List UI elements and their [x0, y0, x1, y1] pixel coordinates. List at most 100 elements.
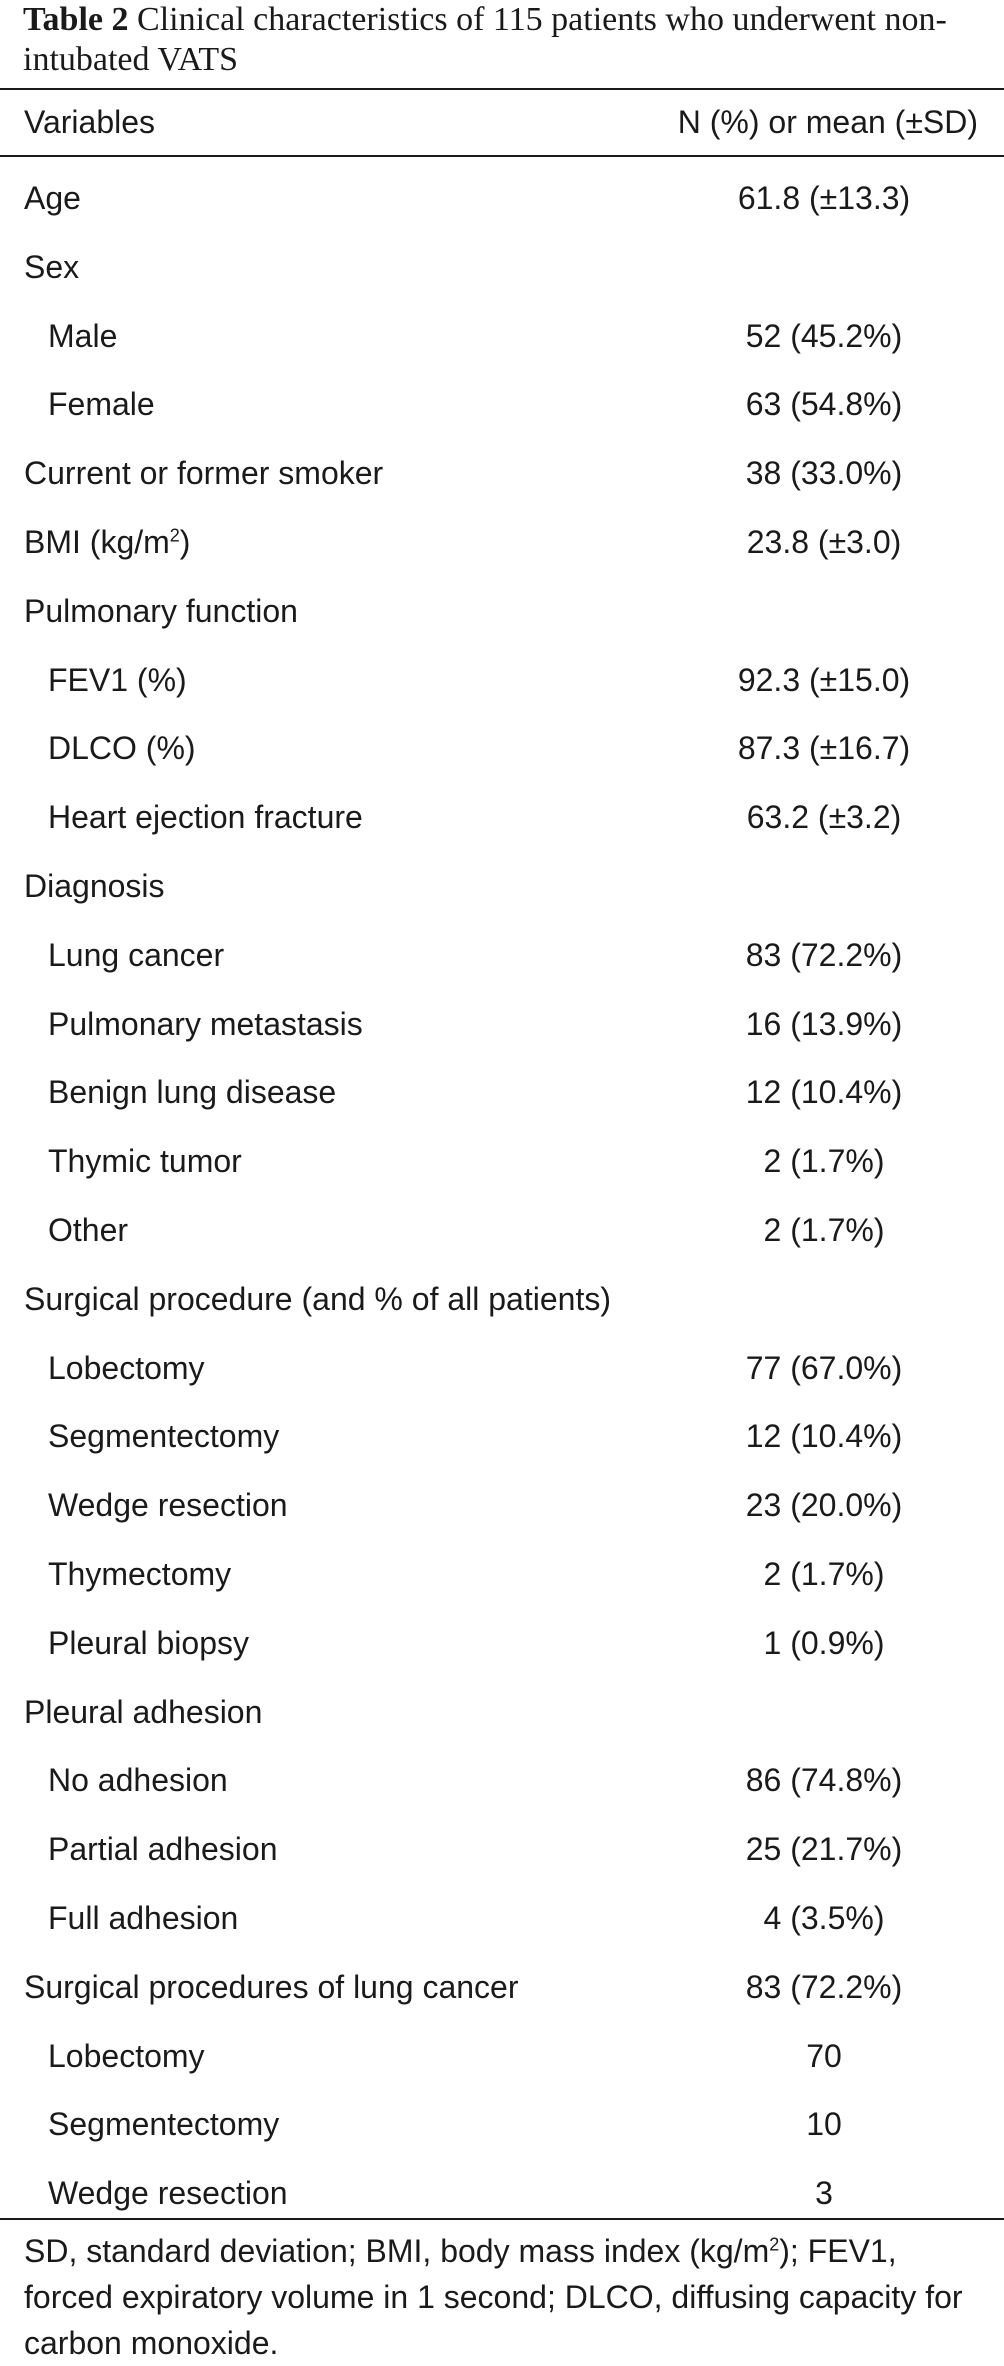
table-row: Thymic tumor 2 (1.7%): [0, 1127, 1004, 1196]
row-label: DLCO (%): [48, 730, 196, 767]
row-value: 92.3 (±15.0): [737, 661, 911, 698]
row-value: 12 (10.4%): [745, 1074, 903, 1111]
footnote-text: SD, standard deviation; BMI, body mass i…: [24, 2233, 770, 2269]
table-row: Heart ejection fracture 63.2 (±3.2): [0, 783, 1004, 852]
row-value: 87.3 (±16.7): [737, 730, 911, 767]
table-row: FEV1 (%) 92.3 (±15.0): [0, 646, 1004, 715]
row-value: 63 (54.8%): [745, 386, 903, 423]
row-value: 23.8 (±3.0): [746, 523, 902, 560]
row-label: Segmentectomy: [48, 2106, 280, 2143]
table-footnote: SD, standard deviation; BMI, body mass i…: [24, 2228, 984, 2366]
footnote-superscript: 2: [769, 2234, 780, 2255]
row-label: Benign lung disease: [48, 1074, 337, 1111]
row-label: Heart ejection fracture: [48, 799, 363, 836]
row-label-superscript: 2: [169, 525, 180, 546]
table-row: Lung cancer 83 (72.2%): [0, 921, 1004, 990]
table-row: Wedge resection 3: [0, 2159, 1004, 2228]
row-label: Pleural biopsy: [48, 1624, 249, 1661]
table-row: Diagnosis: [0, 852, 1004, 921]
row-label: Pulmonary function: [24, 592, 298, 629]
row-value: 63.2 (±3.2): [746, 799, 902, 836]
row-label: Full adhesion: [48, 1899, 239, 1936]
row-label: Age: [24, 180, 81, 216]
row-label: Pleural adhesion: [24, 1693, 263, 1730]
row-value: 2 (1.7%): [763, 1555, 885, 1592]
row-label: Wedge resection: [48, 1487, 288, 1524]
top-rule: [0, 88, 1004, 90]
header-values: N (%) or mean (±SD): [677, 104, 978, 140]
table-number: Table 2: [23, 1, 129, 38]
row-label: Thymic tumor: [48, 1143, 242, 1180]
row-label: Current or former smoker: [24, 455, 384, 492]
table-row: Lobectomy 70: [0, 2022, 1004, 2091]
table-row: Current or former smoker 38 (33.0%): [0, 439, 1004, 508]
row-label: Other: [48, 1211, 129, 1248]
table-row: Male 52 (45.2%): [0, 302, 1004, 371]
table-row: Pleural biopsy 1 (0.9%): [0, 1609, 1004, 1678]
row-label: Diagnosis: [24, 867, 165, 904]
row-label-end: ): [179, 523, 191, 560]
table-row: Pulmonary metastasis 16 (13.9%): [0, 990, 1004, 1059]
row-value: 2 (1.7%): [763, 1211, 885, 1248]
row-value: 23 (20.0%): [745, 1487, 903, 1524]
row-label: Lobectomy: [48, 2037, 205, 2074]
table-row: Full adhesion 4 (3.5%): [0, 1884, 1004, 1953]
table-body: Age 61.8 (±13.3) Sex Male 52 (45.2%) Female 63…: [0, 164, 1004, 2228]
row-label: Lung cancer: [48, 936, 225, 973]
table-row: Segmentectomy 12 (10.4%): [0, 1402, 1004, 1471]
table-title: Clinical characteristics of 115 patients…: [23, 1, 947, 78]
table-row: Female 63 (54.8%): [0, 370, 1004, 439]
table-row: Other 2 (1.7%): [0, 1196, 1004, 1265]
row-label: Wedge resection: [48, 2175, 288, 2212]
row-label: FEV1 (%): [48, 661, 187, 698]
row-label: Male: [48, 317, 118, 354]
row-value: 61.8 (±13.3): [737, 180, 911, 216]
row-value: 83 (72.2%): [745, 1968, 903, 2005]
table-row: Wedge resection 23 (20.0%): [0, 1471, 1004, 1540]
row-label: Lobectomy: [48, 1349, 205, 1386]
table-caption: Table 2 Clinical characteristics of 115 …: [23, 0, 983, 80]
row-label: Female: [48, 386, 155, 423]
row-value: 52 (45.2%): [745, 317, 903, 354]
row-value: 77 (67.0%): [745, 1349, 903, 1386]
table-row: BMI (kg/m2) 23.8 (±3.0): [0, 508, 1004, 577]
row-label: BMI (kg/m2): [24, 522, 190, 562]
table-row: Sex: [0, 233, 1004, 302]
row-label: No adhesion: [48, 1762, 228, 1799]
row-label: Pulmonary metastasis: [48, 1005, 363, 1042]
table-row: DLCO (%) 87.3 (±16.7): [0, 714, 1004, 783]
table-row: Pulmonary function: [0, 577, 1004, 646]
table-row: Surgical procedure (and % of all patient…: [0, 1265, 1004, 1334]
row-value: 38 (33.0%): [745, 455, 903, 492]
table-row: Benign lung disease 12 (10.4%): [0, 1058, 1004, 1127]
row-label-text: BMI (kg/m: [24, 523, 170, 560]
row-value: 83 (72.2%): [745, 936, 903, 973]
table-row: Thymectomy 2 (1.7%): [0, 1540, 1004, 1609]
row-value: 86 (74.8%): [745, 1762, 903, 1799]
row-value: 4 (3.5%): [763, 1899, 885, 1936]
bottom-rule: [0, 2218, 1004, 2220]
header-variables: Variables: [24, 104, 156, 140]
row-label: Partial adhesion: [48, 1831, 278, 1868]
table-row: Surgical procedures of lung cancer 83 (72…: [0, 1953, 1004, 2022]
table-row: Partial adhesion 25 (21.7%): [0, 1815, 1004, 1884]
table-row: Pleural adhesion: [0, 1678, 1004, 1747]
header-rule: [0, 155, 1004, 157]
row-value: 16 (13.9%): [745, 1005, 903, 1042]
row-label: Sex: [24, 248, 80, 285]
row-value: 70: [806, 2037, 842, 2074]
row-label: Segmentectomy: [48, 1418, 280, 1455]
row-label: Surgical procedures of lung cancer: [24, 1968, 519, 2005]
row-value: 12 (10.4%): [745, 1418, 903, 1455]
row-value: 1 (0.9%): [763, 1624, 885, 1661]
row-label: Thymectomy: [48, 1555, 232, 1592]
row-label: Surgical procedure (and % of all patient…: [24, 1280, 611, 1317]
table-row: Lobectomy 77 (67.0%): [0, 1334, 1004, 1403]
table-row: Age 61.8 (±13.3): [0, 164, 1004, 233]
row-value: 10: [806, 2106, 842, 2143]
table-row: Segmentectomy 10: [0, 2090, 1004, 2159]
row-value: 25 (21.7%): [745, 1831, 903, 1868]
row-value: 3: [815, 2175, 833, 2212]
table-row: No adhesion 86 (74.8%): [0, 1746, 1004, 1815]
